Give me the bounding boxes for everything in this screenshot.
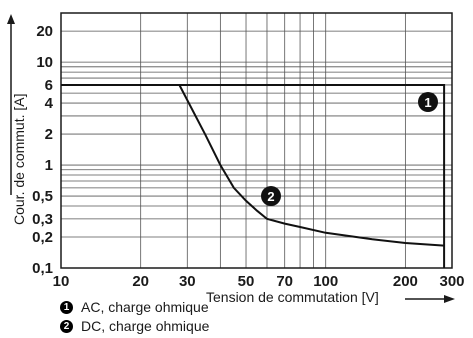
- x-tick-label: 20: [132, 273, 149, 290]
- svg-text:2: 2: [267, 189, 274, 204]
- y-tick-labels: 0,1 0,20,3 0,5 1 2 46 10 20: [32, 23, 54, 277]
- y-tick-label: 0,3: [32, 211, 53, 228]
- y-tick-label: 0,1: [32, 260, 53, 277]
- y-tick-label: 20: [36, 23, 53, 40]
- legend-label-dc: DC, charge ohmique: [81, 318, 210, 334]
- legend-item-ac: 1 AC, charge ohmique: [60, 299, 209, 315]
- x-tick-label: 30: [179, 273, 196, 290]
- x-tick-label: 70: [276, 273, 293, 290]
- y-tick-label: 6: [45, 77, 53, 94]
- x-tick-label: 10: [53, 273, 70, 290]
- x-tick-label: 200: [393, 273, 418, 290]
- grid: [61, 13, 452, 268]
- x-tick-label: 300: [439, 273, 464, 290]
- x-axis-arrow-head: [444, 295, 455, 303]
- y-tick-label: 0,2: [32, 229, 53, 246]
- series-dc-callout: 2: [261, 186, 281, 206]
- series-ac-line: [61, 84, 446, 268]
- x-tick-label: 50: [238, 273, 255, 290]
- y-tick-label: 1: [45, 157, 53, 174]
- legend-item-dc: 2 DC, charge ohmique: [60, 318, 209, 334]
- legend-marker-dc: 2: [60, 319, 73, 333]
- series-ac-callout: 1: [418, 92, 438, 112]
- y-tick-label: 10: [36, 54, 53, 71]
- y-tick-label: 2: [45, 126, 53, 143]
- legend-marker-ac: 1: [60, 300, 73, 314]
- plot-frame: [60, 12, 453, 269]
- x-tick-label: 100: [313, 273, 338, 290]
- x-axis-label: Tension de commutation [V]: [206, 289, 379, 305]
- y-tick-label: 0,5: [32, 188, 53, 205]
- y-tick-label: 4: [45, 95, 54, 112]
- svg-text:1: 1: [424, 95, 431, 110]
- y-axis-label: Cour. de commut. [A]: [11, 94, 27, 226]
- legend-label-ac: AC, charge ohmique: [81, 299, 209, 315]
- x-tick-labels: 10 20 30 50 70 100 200 300: [53, 273, 465, 290]
- series-dc-line: [178, 84, 445, 247]
- y-axis-arrow-head: [7, 14, 15, 24]
